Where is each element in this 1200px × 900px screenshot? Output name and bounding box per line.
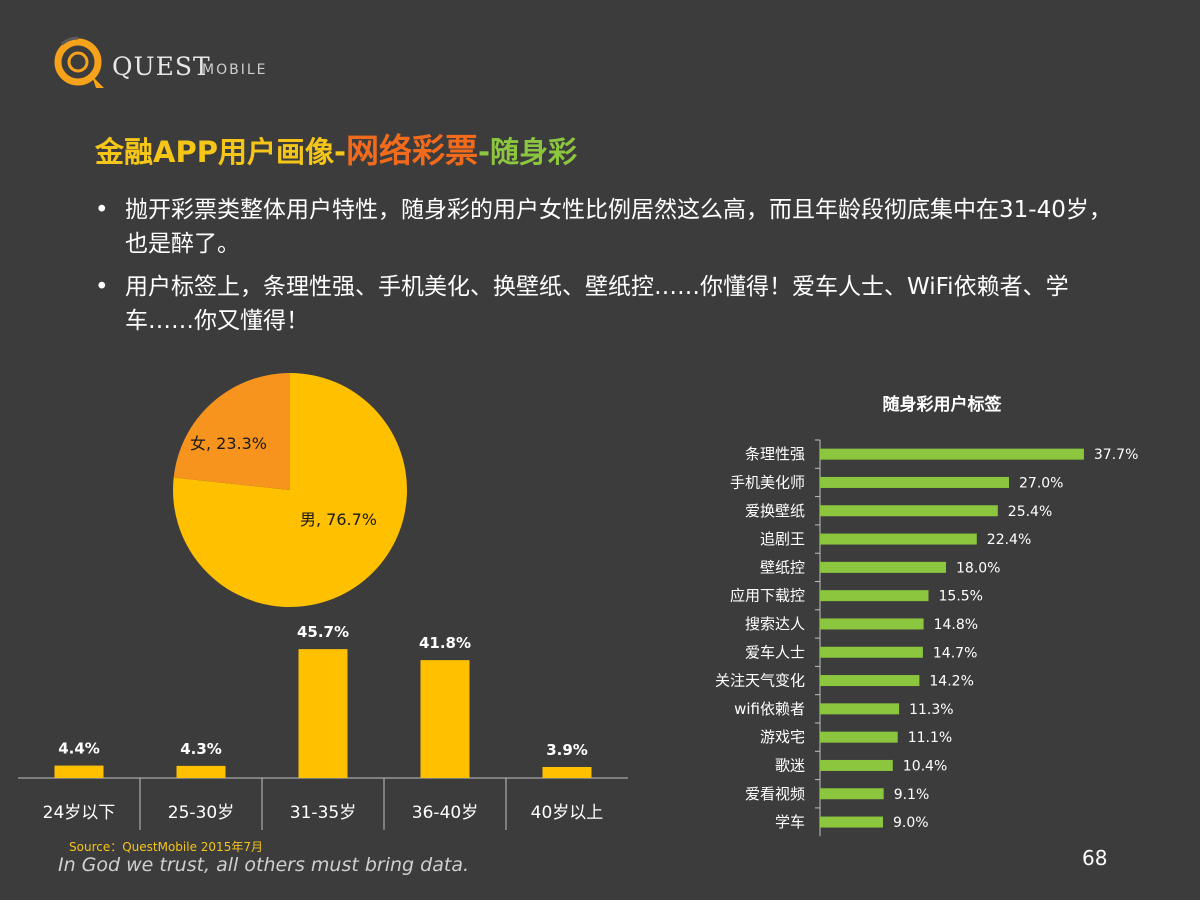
bar-data-label: 14.2% [929, 674, 973, 690]
pie-label: 男, 76.7% [300, 510, 377, 529]
tag-bar [820, 476, 1009, 488]
bar-data-label: 37.7% [1094, 447, 1138, 463]
y-tick-label: 学车 [775, 813, 805, 831]
tag-bar [820, 590, 929, 602]
bar-data-label: 9.0% [893, 815, 929, 831]
age-bar [542, 767, 592, 778]
age-bar [298, 649, 348, 778]
bar-data-label: 27.0% [1019, 475, 1063, 491]
x-tick-label: 40岁以上 [531, 803, 604, 823]
gender-pie-chart: 男, 76.7% 女, 23.3% [173, 373, 408, 607]
age-bar [54, 765, 104, 778]
bar-data-label: 11.3% [909, 702, 953, 718]
y-tick-label: 搜索达人 [745, 615, 805, 633]
age-bar-chart: 4.4% 24岁以下 4.3% 25-30岁 45.7% 31-35岁 41.8% 36-40… [18, 623, 628, 830]
bar-data-label: 4.4% [58, 740, 100, 758]
tag-bar [820, 533, 977, 545]
slogan: In God we trust, all others must bring d… [58, 854, 469, 876]
bar-data-label: 22.4% [987, 532, 1031, 548]
tag-bar [820, 561, 946, 573]
tag-bar [820, 816, 883, 828]
y-tick-label: 手机美化师 [730, 473, 805, 491]
logo-subtitle: MOBILE [202, 62, 268, 78]
bar-data-label: 9.1% [894, 787, 930, 803]
tag-bar [820, 618, 924, 630]
pie-slice-male [173, 373, 408, 607]
bar-data-label: 10.4% [903, 758, 947, 774]
y-tick-label: 追剧王 [760, 530, 805, 548]
bullet-dot-icon: • [95, 274, 109, 300]
bar-data-label: 45.7% [297, 623, 349, 641]
chart-title: 随身彩用户标签 [883, 394, 1003, 415]
tag-bar [820, 675, 920, 687]
logo: QUEST MOBILE [52, 34, 282, 94]
y-tick-label: 条理性强 [745, 445, 805, 463]
bar-data-label: 11.1% [908, 730, 952, 746]
y-tick-label: 壁纸控 [760, 558, 805, 576]
x-tick-label: 36-40岁 [412, 803, 478, 823]
tag-bar [820, 731, 898, 743]
age-bar [176, 765, 226, 778]
bullet-text: 抛开彩票类整体用户特性，随身彩的用户女性比例居然这么高，而且年龄段彻底集中在31… [125, 197, 1112, 257]
tag-bar [820, 703, 900, 715]
title-part-1: 金融APP用户画像- [95, 135, 346, 169]
source-note: Source：QuestMobile 2015年7月 [69, 840, 263, 854]
x-tick-label: 25-30岁 [168, 803, 234, 823]
y-tick-label: wifi依赖者 [734, 700, 805, 718]
tag-bar [820, 505, 998, 517]
bar-data-label: 15.5% [939, 589, 983, 605]
bar-data-label: 41.8% [419, 634, 471, 652]
y-tick-label: 歌迷 [775, 756, 805, 774]
bar-data-label: 3.9% [546, 741, 588, 759]
y-tick-label: 爱换壁纸 [745, 502, 805, 520]
quest-logo-icon [54, 36, 104, 88]
y-tick-label: 应用下载控 [730, 587, 805, 605]
tag-bar [820, 448, 1084, 460]
title-part-2: 网络彩票 [346, 131, 478, 170]
pie-slice-female [173, 373, 290, 490]
bullet-dot-icon: • [95, 197, 109, 223]
y-tick-label: 游戏宅 [760, 728, 805, 746]
bullet-text: 用户标签上，条理性强、手机美化、换壁纸、壁纸控……你懂得！爱车人士、WiFi依赖… [125, 274, 1069, 334]
tag-bar [820, 788, 884, 800]
y-tick-label: 关注天气变化 [715, 672, 805, 690]
bar-data-label: 14.7% [933, 645, 977, 661]
y-tick-label: 爱车人士 [745, 643, 805, 661]
bar-data-label: 4.3% [180, 740, 222, 758]
tag-bar [820, 759, 893, 771]
bar-data-label: 14.8% [934, 617, 978, 633]
title-part-3: -随身彩 [478, 135, 578, 169]
page-title: 金融APP用户画像-网络彩票-随身彩 [95, 124, 577, 172]
y-tick-label: 爱看视频 [745, 785, 805, 803]
page-number: 68 [1082, 846, 1108, 870]
logo-name: QUEST [112, 52, 211, 81]
age-bar [420, 660, 470, 778]
bar-data-label: 18.0% [956, 560, 1000, 576]
bar-data-label: 25.4% [1008, 504, 1052, 520]
x-tick-label: 31-35岁 [290, 803, 356, 823]
pie-label: 女, 23.3% [190, 434, 267, 453]
x-tick-label: 24岁以下 [43, 803, 116, 823]
tag-bar [820, 646, 923, 658]
